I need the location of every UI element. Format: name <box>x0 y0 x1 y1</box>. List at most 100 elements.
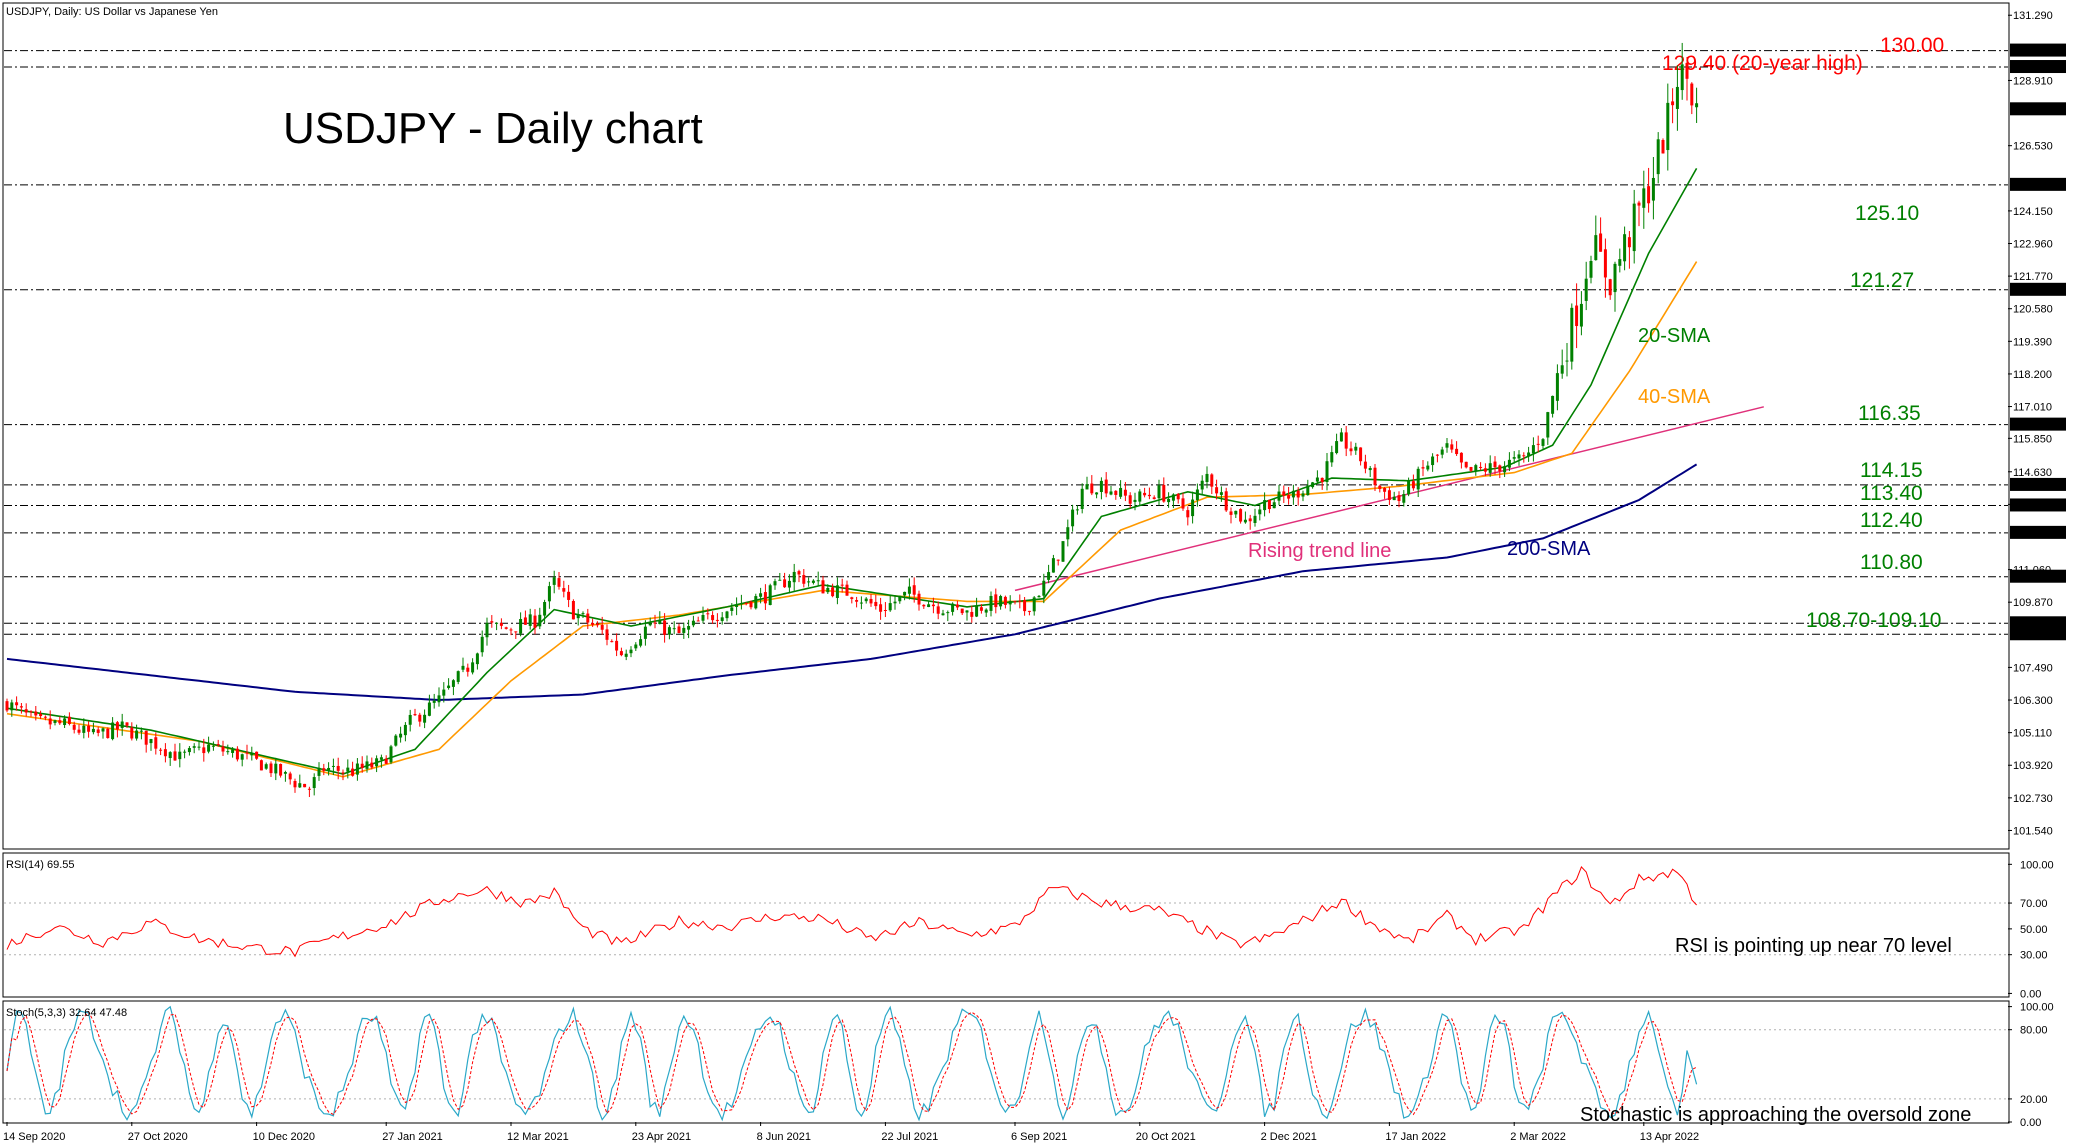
candle-body <box>53 720 57 723</box>
candle-body <box>562 588 566 592</box>
candle-body <box>1522 455 1526 457</box>
candle-body <box>1114 490 1118 495</box>
candle-body <box>610 641 614 643</box>
candle-body <box>504 627 508 629</box>
level-price-box <box>2010 569 2066 583</box>
candle-body <box>730 607 734 611</box>
candle-body <box>384 758 388 764</box>
candle-body <box>269 763 273 774</box>
candle-body <box>701 614 705 621</box>
candle-body <box>1085 484 1089 490</box>
candle-body <box>1162 484 1166 502</box>
candle-body <box>1527 452 1531 457</box>
candle-body <box>816 580 820 582</box>
level-label: 110.80 <box>1860 551 1923 574</box>
candle-body <box>1498 465 1502 472</box>
candle-body <box>821 580 825 594</box>
level-label: 108.70-109.10 <box>1806 609 1941 632</box>
candle-body <box>197 746 201 748</box>
candle-body <box>1599 233 1603 252</box>
candle-body <box>187 748 191 753</box>
candle-body <box>687 625 691 630</box>
candle-body <box>1541 439 1545 446</box>
candle-body <box>1267 499 1271 510</box>
candle-body <box>725 611 729 619</box>
candle-body <box>1618 259 1622 266</box>
candle-body <box>773 581 777 586</box>
candle-body <box>835 585 839 598</box>
level-price-box <box>2010 616 2066 630</box>
candle-body <box>1243 519 1247 523</box>
candle-body <box>1560 365 1564 374</box>
candle-body <box>1344 432 1348 449</box>
candle-body <box>221 746 225 752</box>
candle-body <box>1479 466 1483 468</box>
price-panel-frame <box>2 2 2010 850</box>
level-label: 114.15 <box>1860 459 1923 482</box>
candle-body <box>619 651 623 656</box>
candle-body <box>399 733 403 738</box>
candle-body <box>696 620 700 622</box>
candle-body <box>135 730 139 739</box>
candle-body <box>634 644 638 649</box>
candle-body <box>1354 446 1358 451</box>
candle-body <box>1455 448 1459 455</box>
candle-body <box>1411 481 1415 489</box>
level-price-box-label: 110.800 <box>2013 572 2052 584</box>
candle-body <box>178 751 182 760</box>
date-tick-label: 12 Mar 2021 <box>507 1131 569 1143</box>
candle-body <box>1047 572 1051 580</box>
date-tick-label: 2 Mar 2022 <box>1510 1131 1566 1143</box>
candle-body <box>475 653 479 665</box>
candle-body <box>811 580 815 583</box>
candle-body <box>1123 489 1127 496</box>
candle-body <box>946 612 950 614</box>
candle-body <box>5 701 9 711</box>
rsi-tick-label: 50.00 <box>2020 924 2048 936</box>
candle-body <box>1536 443 1540 445</box>
sma200-label: 200-SMA <box>1507 538 1591 560</box>
stoch-signal-line <box>6 1011 1697 1116</box>
candle-body <box>144 730 148 745</box>
candle-body <box>1080 488 1084 510</box>
candle-body <box>394 735 398 746</box>
candle-body <box>1258 509 1262 515</box>
candle-body <box>763 592 767 604</box>
candle-body <box>293 780 297 788</box>
candle-body <box>1138 491 1142 502</box>
candle-body <box>120 721 124 728</box>
level-price-box <box>2010 417 2066 431</box>
candle-body <box>927 604 931 608</box>
candle-body <box>235 748 239 760</box>
candle-body <box>303 783 307 788</box>
candle-body <box>855 600 859 602</box>
candle-body <box>999 596 1003 607</box>
candle-body <box>1003 596 1007 605</box>
candle-body <box>461 665 465 670</box>
candle-body <box>240 754 244 760</box>
date-tick-label: 22 Jul 2021 <box>881 1131 938 1143</box>
candle-body <box>1459 452 1463 463</box>
candle-body <box>547 586 551 602</box>
candle-body <box>1171 494 1175 501</box>
candle-body <box>1099 480 1103 493</box>
candle-body <box>58 720 62 724</box>
candle-body <box>456 671 460 682</box>
candle-body <box>168 752 172 759</box>
candle-body <box>1248 518 1252 522</box>
candle-body <box>744 602 748 604</box>
candle-body <box>149 739 153 744</box>
candle-body <box>1253 515 1257 524</box>
candle-body <box>1301 493 1305 497</box>
candle-body <box>1023 600 1027 612</box>
candle-body <box>111 722 115 740</box>
candle-body <box>1493 461 1497 468</box>
candle-body <box>1445 443 1449 448</box>
candle-body <box>552 577 556 585</box>
candle-body <box>447 685 451 689</box>
candle-body <box>1450 444 1454 450</box>
candle-body <box>979 607 983 611</box>
candle-body <box>1483 468 1487 472</box>
candle-body <box>77 729 81 733</box>
